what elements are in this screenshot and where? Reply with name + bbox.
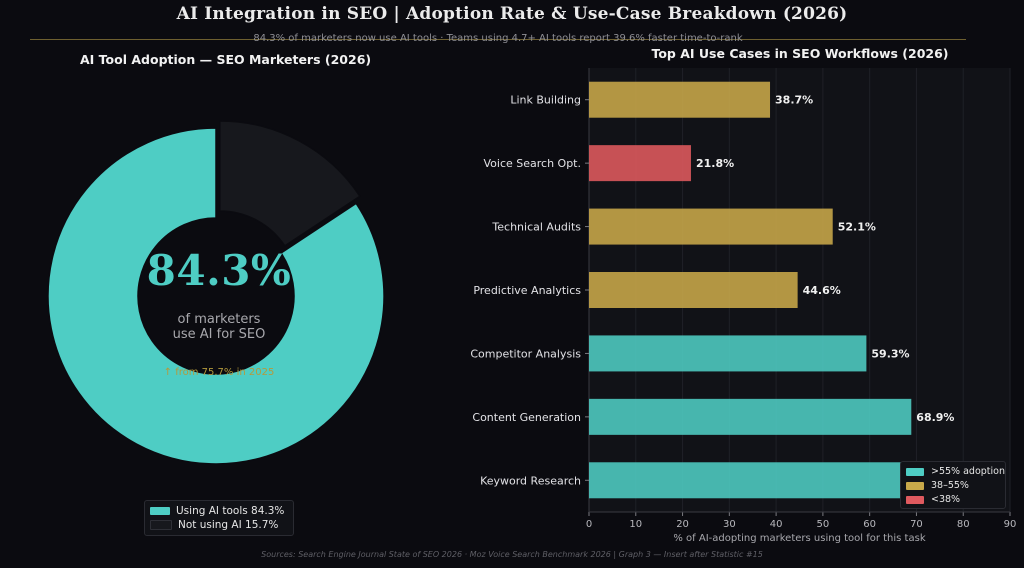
x-tick-label: 80 [957,519,970,530]
x-tick-label: 40 [770,519,783,530]
legend-label: Using AI tools 84.3% [176,504,285,517]
x-tick-label: 50 [817,519,830,530]
donut-center-note: ↑ from 75.7% in 2025 [163,367,275,378]
page-title: AI Integration in SEO | Adoption Rate & … [176,4,848,24]
legend-item-not-using-ai: Not using AI 15.7% [150,518,278,531]
title-divider [30,39,966,40]
donut-slice [47,127,385,465]
x-tick-label: 10 [629,519,642,530]
y-tick-label: Technical Audits [491,221,581,234]
bar-value-label: 21.8% [696,157,734,170]
page-subtitle: 84.3% of marketers now use AI tools · Te… [253,33,743,44]
legend-swatch [906,467,924,476]
legend-item-low: <38% [906,493,960,506]
bar [589,398,912,435]
x-tick-label: 30 [723,519,736,530]
bar-value-label: 44.6% [803,284,841,297]
legend-label: Not using AI 15.7% [178,518,279,531]
bar-legend: >55% adoption 38–55% <38% [900,461,1006,509]
donut-center-value: 84.3% [146,246,292,295]
legend-label: <38% [931,494,961,505]
legend-swatch [150,519,172,530]
y-tick-label: Content Generation [472,411,581,424]
donut-center-caption-2: use AI for SEO [172,327,266,342]
bar [589,81,771,118]
legend-item-high: >55% adoption [906,465,1005,478]
bar-chart: 0 10 20 30 40 50 60 70 80 90 % of AI-adopting mark… [470,68,1017,544]
y-tick-label: Predictive Analytics [473,284,581,297]
x-axis-label: % of AI-adopting marketers using tool fo… [673,533,925,544]
y-tick-label: Link Building [510,94,581,107]
bar [589,335,867,372]
bar-chart-title: Top AI Use Cases in SEO Workflows (2026) [651,46,949,61]
bar-value-label: 68.9% [916,411,954,424]
x-tick-label: 20 [676,519,689,530]
bar-value-label: 59.3% [871,347,909,360]
x-tick-label: 70 [910,519,923,530]
donut-chart-title: AI Tool Adoption — SEO Marketers (2026) [80,52,372,67]
donut-chart [47,120,385,465]
legend-swatch [906,495,924,504]
bar-value-label: 52.1% [838,221,876,234]
bar [589,272,798,308]
x-tick-label: 0 [586,519,592,530]
donut-center-caption-1: of marketers [177,312,261,327]
legend-label: 38–55% [931,480,969,491]
legend-label: >55% adoption [931,466,1005,477]
x-tick-label: 60 [863,519,876,530]
donut-slice [219,120,361,247]
bar [589,145,691,182]
x-tick-label: 90 [1004,519,1017,530]
legend-swatch [150,506,170,515]
bar [589,462,923,499]
y-tick-label: Competitor Analysis [470,347,581,360]
y-tick-label: Keyword Research [480,474,581,487]
legend-swatch [906,481,924,490]
bar [589,208,833,245]
donut-legend: Using AI tools 84.3% Not using AI 15.7% [144,500,294,536]
legend-item-using-ai: Using AI tools 84.3% [150,504,284,517]
sources-footer: Sources: Search Engine Journal State of … [261,550,763,559]
legend-item-mid: 38–55% [906,479,969,492]
bar-value-label: 38.7% [775,94,813,107]
y-tick-label: Voice Search Opt. [483,157,581,170]
